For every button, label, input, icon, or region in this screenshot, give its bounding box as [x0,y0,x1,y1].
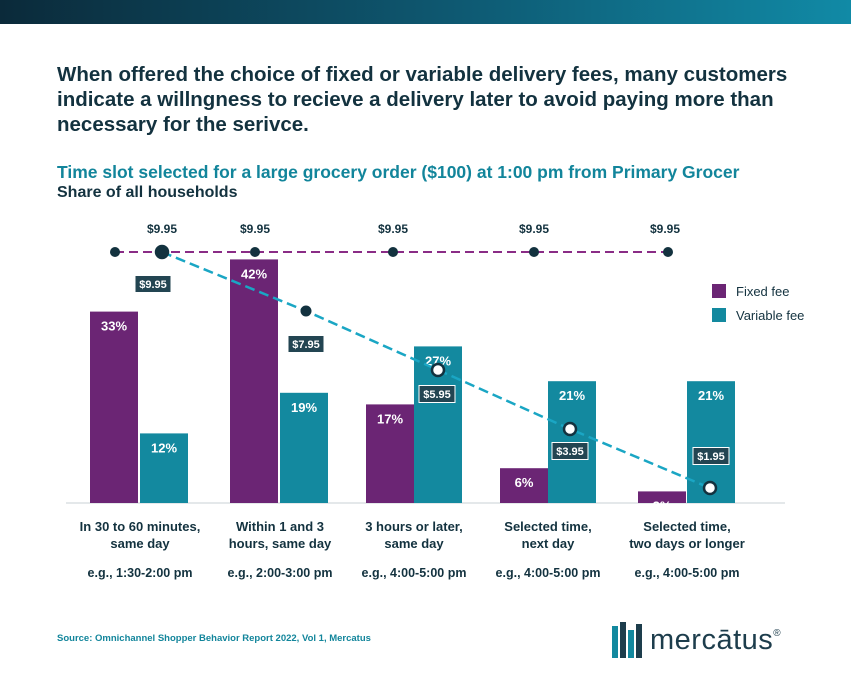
fixed-fee-bar [500,468,548,503]
category-tick-label: Selected time, [643,519,730,534]
category-tick-label: Within 1 and 3 [236,519,324,534]
variable-fee-price-label: $5.95 [423,389,451,401]
category-example-label: e.g., 4:00-5:00 pm [496,566,601,580]
legend-item-variable: Variable fee [712,304,804,326]
category-example-label: e.g., 2:00-3:00 pm [228,566,333,580]
category-example-label: e.g., 4:00-5:00 pm [635,566,740,580]
fixed-fee-point [250,247,260,257]
fixed-fee-data-label: 6% [515,475,534,490]
variable-fee-bar [280,392,328,503]
variable-fee-price-label: $9.95 [139,279,167,291]
chart-subtitle: Share of all households [57,184,238,201]
source-note: Source: Omnichannel Shopper Behavior Rep… [57,633,371,644]
variable-fee-price-tag [551,442,589,460]
legend-item-fixed: Fixed fee [712,280,804,302]
fixed-fee-price-label: $9.95 [378,222,408,236]
fixed-fee-bar [90,311,138,503]
legend: Fixed fee Variable fee [712,280,804,328]
mercatus-logo: mercātus® [612,622,781,658]
variable-fee-point [154,244,170,260]
variable-fee-price-tag [692,447,730,465]
category-tick-label: same day [384,536,444,551]
variable-fee-data-label: 19% [291,400,317,415]
category-tick-label: two days or longer [629,536,745,551]
variable-fee-data-label: 27% [425,353,451,368]
category-tick-label: In 30 to 60 minutes, [80,519,201,534]
fixed-fee-point [388,247,398,257]
top-banner [0,0,851,24]
fixed-fee-price-label: $9.95 [650,222,680,236]
fixed-fee-price-label: $9.95 [147,222,177,236]
variable-fee-price-label: $3.95 [556,446,584,458]
variable-fee-point [300,305,312,317]
fixed-fee-price-label: $9.95 [519,222,549,236]
fixed-fee-data-label: 2% [653,498,672,513]
variable-fee-data-label: 21% [559,388,585,403]
fixed-fee-price-label: $9.95 [240,222,270,236]
fixed-fee-data-label: 42% [241,266,267,281]
legend-label-variable: Variable fee [736,307,805,323]
variable-fee-point [430,362,446,378]
category-tick-label: same day [110,536,170,551]
fixed-fee-point [663,247,673,257]
category-tick-label: next day [522,536,576,551]
legend-swatch-fixed [712,284,726,298]
variable-fee-price-label: $7.95 [292,339,320,351]
fixed-fee-bar [366,404,414,503]
fixed-fee-bar [638,491,686,503]
chart-title: Time slot selected for a large grocery o… [57,162,740,182]
category-example-label: e.g., 1:30-2:00 pm [88,566,193,580]
logo-text: mercātus® [650,623,782,656]
fixed-fee-data-label: 33% [101,319,127,334]
variable-fee-data-label: 12% [151,440,177,455]
variable-fee-bar [140,433,188,503]
category-tick-label: hours, same day [229,536,332,551]
legend-swatch-variable [712,308,726,322]
fixed-fee-point [110,247,120,257]
variable-fee-price-tag [134,275,172,293]
variable-fee-price-tag [287,335,325,353]
fixed-fee-bar [230,259,278,503]
fixed-fee-point [529,247,539,257]
legend-label-fixed: Fixed fee [736,283,790,299]
headline: When offered the choice of fixed or vari… [57,63,788,136]
variable-fee-price-tag [418,385,456,403]
variable-fee-point [562,421,578,437]
fixed-fee-data-label: 17% [377,411,403,426]
variable-fee-point [702,480,718,496]
mercatus-logo-icon [612,622,642,658]
category-tick-label: 3 hours or later, [365,519,463,534]
variable-fee-data-label: 21% [698,388,724,403]
category-example-label: e.g., 4:00-5:00 pm [362,566,467,580]
category-tick-label: Selected time, [504,519,591,534]
variable-fee-price-label: $1.95 [697,451,725,463]
